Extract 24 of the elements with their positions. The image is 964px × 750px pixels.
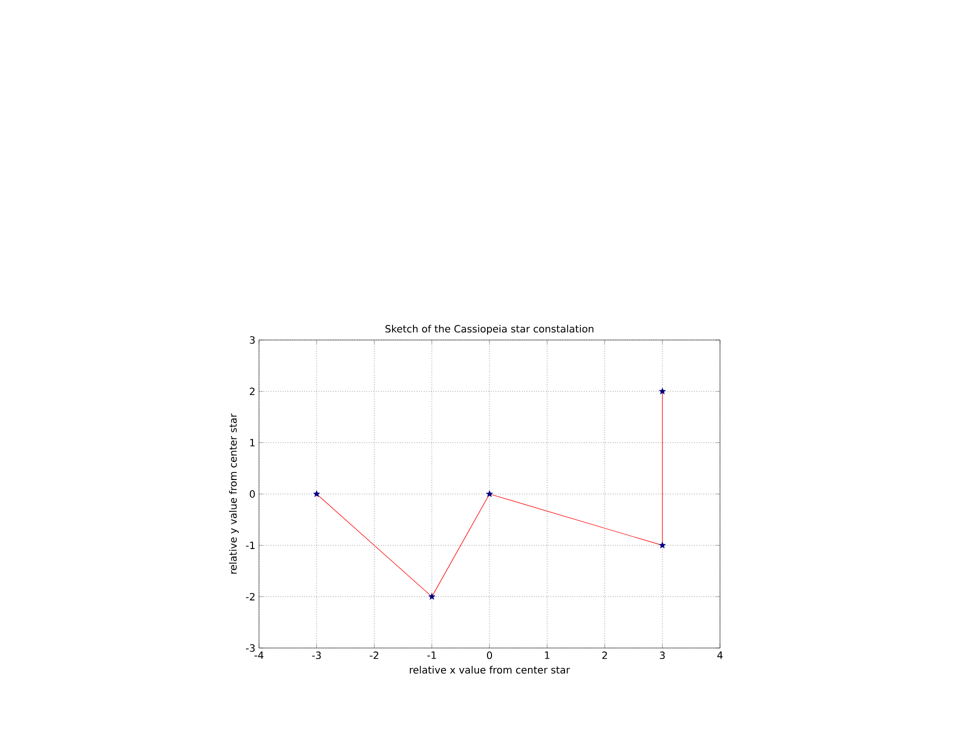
- x-axis-title: relative x value from center star: [410, 666, 570, 674]
- y-tick-label: 1: [250, 439, 255, 446]
- point: [659, 388, 666, 394]
- y-tick-label: -2: [246, 592, 254, 600]
- x-tick-label: 0: [486, 652, 492, 660]
- chart-title: Sketch of the Cassiopeia star constalation: [385, 324, 594, 334]
- y-tick-label: 3: [250, 336, 255, 344]
- x-tick-label: 1: [545, 652, 550, 659]
- x-tick-label: -2: [370, 652, 378, 659]
- x-tick-label: -1: [427, 652, 436, 659]
- y-tick-label: -3: [246, 644, 255, 652]
- x-tick-label: -4: [254, 652, 264, 659]
- y-tick-label: 0: [250, 490, 255, 498]
- point: [313, 490, 320, 497]
- point: [659, 542, 666, 548]
- y-tick-label: 2: [250, 388, 254, 396]
- y-axis-title: relative y value from center star: [229, 413, 239, 574]
- x-tick-label: 3: [660, 652, 665, 660]
- x-tick-label: 2: [602, 652, 607, 659]
- x-tick-label: 4: [717, 652, 723, 659]
- point: [428, 593, 436, 600]
- point: [486, 490, 493, 497]
- y-tick-label: -1: [246, 542, 255, 549]
- x-tick-label: -3: [312, 652, 321, 660]
